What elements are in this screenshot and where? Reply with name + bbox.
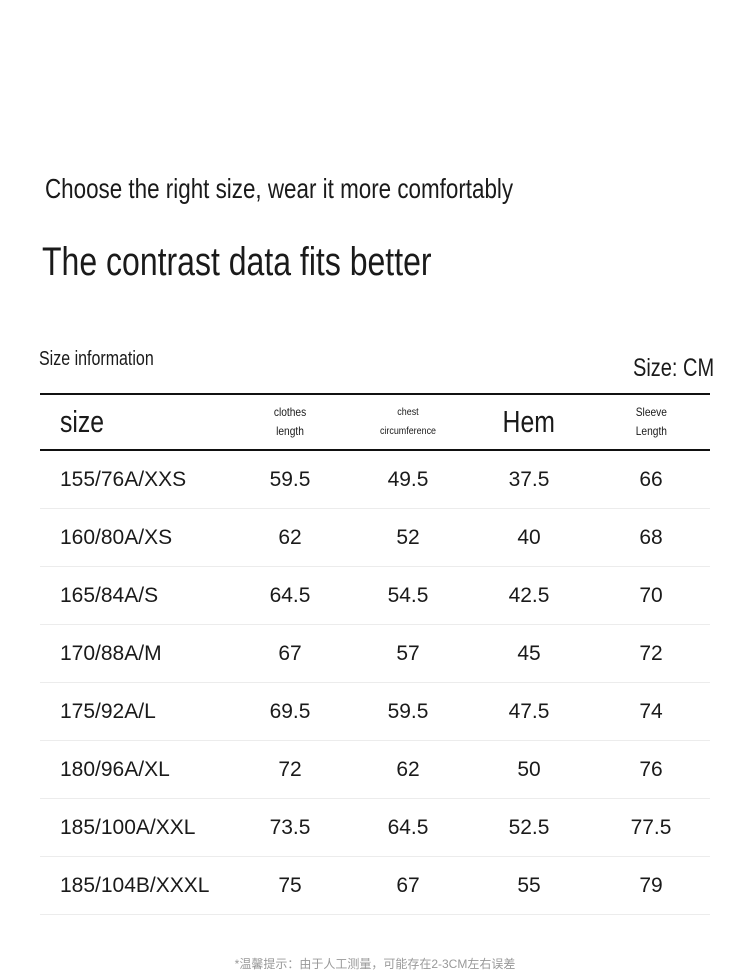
table-cell: 52 xyxy=(396,525,420,549)
table-cell: 54.5 xyxy=(387,583,429,607)
unit-label: Size: CM xyxy=(633,354,715,382)
table-row: 170/88A/M 67 57 45 72 xyxy=(40,625,710,683)
table-cell: 59.5 xyxy=(387,699,429,723)
table-cell: 45 xyxy=(517,641,541,665)
table-cell: 64.5 xyxy=(269,583,311,607)
table-cell: 49.5 xyxy=(387,467,429,491)
table-cell: 185/104B/XXXL xyxy=(60,873,210,897)
table-cell: 160/80A/XS xyxy=(60,525,173,549)
heading: Choose the right size, wear it more comf… xyxy=(45,173,514,204)
table-cell: 40 xyxy=(517,525,541,549)
table-cell: 73.5 xyxy=(269,815,311,839)
table-cell: 59.5 xyxy=(269,467,311,491)
header-chest: chest circumference xyxy=(379,406,437,437)
table-cell: 67 xyxy=(396,873,420,897)
table-cell: 165/84A/S xyxy=(60,583,159,607)
size-table: size clothes length chest circumference … xyxy=(40,393,710,915)
table-cell: 69.5 xyxy=(269,699,311,723)
table-cell: 47.5 xyxy=(508,699,550,723)
section-label: Size information xyxy=(39,348,154,370)
header-clothes-length: clothes length xyxy=(273,405,307,438)
table-header: size clothes length chest circumference … xyxy=(40,393,710,451)
table-cell: 74 xyxy=(639,699,663,723)
table-cell: 42.5 xyxy=(508,583,550,607)
table-cell: 76 xyxy=(639,757,663,781)
table-cell: 50 xyxy=(517,757,541,781)
table-cell: 52.5 xyxy=(508,815,550,839)
table-cell: 77.5 xyxy=(630,815,672,839)
table-cell: 155/76A/XXS xyxy=(60,467,187,491)
table-cell: 75 xyxy=(278,873,302,897)
footnote: *温馨提示：由于人工测量，可能存在2-3CM左右误差 xyxy=(234,957,516,971)
subheading: The contrast data fits better xyxy=(42,240,432,284)
table-row: 160/80A/XS 62 52 40 68 xyxy=(40,509,710,567)
table-row: 180/96A/XL 72 62 50 76 xyxy=(40,741,710,799)
header-sleeve: Sleeve Length xyxy=(635,405,667,438)
table-row: 155/76A/XXS 59.5 49.5 37.5 66 xyxy=(40,451,710,509)
header-size: size xyxy=(60,404,105,439)
table-cell: 79 xyxy=(639,873,663,897)
table-row: 185/100A/XXL 73.5 64.5 52.5 77.5 xyxy=(40,799,710,857)
table-cell: 55 xyxy=(517,873,541,897)
table-cell: 72 xyxy=(278,757,302,781)
table-cell: 170/88A/M xyxy=(60,641,162,665)
table-cell: 185/100A/XXL xyxy=(60,815,196,839)
table-cell: 70 xyxy=(639,583,663,607)
header-hem: Hem xyxy=(502,404,556,439)
table-row: 185/104B/XXXL 75 67 55 79 xyxy=(40,857,710,915)
table-cell: 62 xyxy=(396,757,420,781)
table-cell: 37.5 xyxy=(508,467,550,491)
table-cell: 72 xyxy=(639,641,663,665)
table-cell: 67 xyxy=(278,641,302,665)
table-cell: 57 xyxy=(396,641,420,665)
table-row: 175/92A/L 69.5 59.5 47.5 74 xyxy=(40,683,710,741)
table-cell: 66 xyxy=(639,467,663,491)
table-cell: 68 xyxy=(639,525,663,549)
table-cell: 64.5 xyxy=(387,815,429,839)
table-cell: 62 xyxy=(278,525,302,549)
table-row: 165/84A/S 64.5 54.5 42.5 70 xyxy=(40,567,710,625)
table-cell: 175/92A/L xyxy=(60,699,156,723)
table-cell: 180/96A/XL xyxy=(60,757,170,781)
